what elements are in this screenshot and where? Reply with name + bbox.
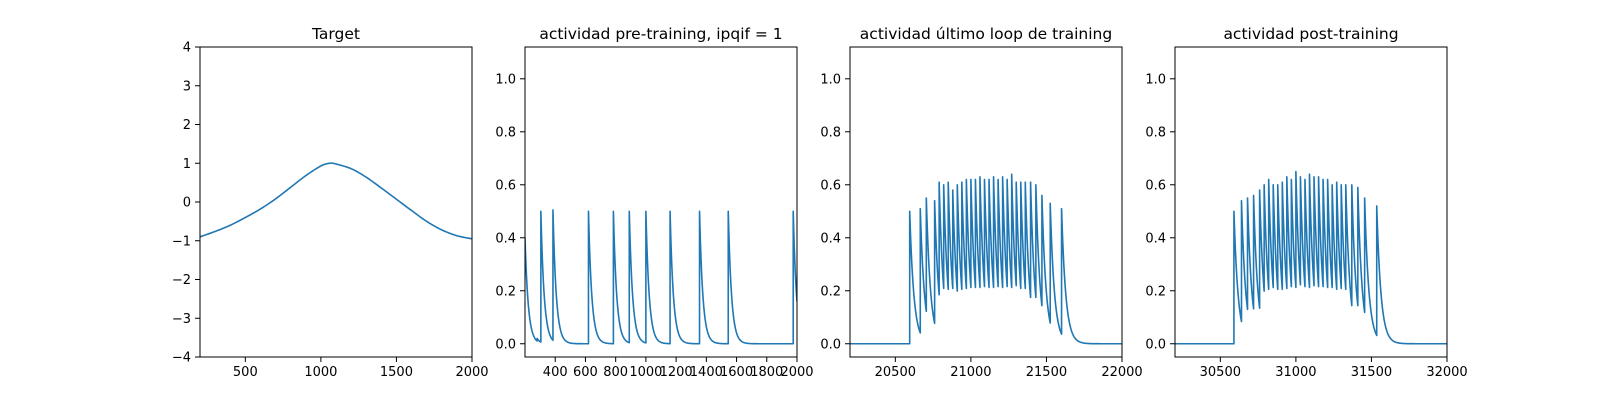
axes-frame [849,46,1123,358]
y-tick-label: 0.4 [820,231,841,246]
chart-title: actividad último loop de training [860,25,1112,43]
x-tick-label: 600 [573,365,598,380]
y-tick-label: 1.0 [1145,72,1166,87]
y-tick-label: 1 [183,157,191,172]
x-tick-label: 31500 [1351,365,1392,380]
y-tick-label: 4 [183,41,191,56]
series-line [1175,170,1447,345]
x-tick-label: 1200 [660,365,693,380]
y-tick-label: 0.0 [495,337,516,352]
y-tick-label: −4 [172,351,191,366]
chart-title: Target [311,25,360,43]
x-tick-label: 30500 [1200,365,1241,380]
y-tick-label: 0.6 [820,178,841,193]
y-tick-label: 0.8 [820,125,841,140]
x-tick-label: 1800 [750,365,783,380]
y-tick-label: −1 [172,234,191,249]
x-tick-label: 1400 [690,365,723,380]
chart-title: actividad pre-training, ipqif = 1 [539,25,782,43]
x-tick-label: 400 [543,365,568,380]
y-tick-label: 3 [183,79,191,94]
y-tick-label: 1.0 [820,72,841,87]
y-tick-label: 0.0 [820,337,841,352]
x-tick-label: 500 [233,365,258,380]
x-tick-label: 1500 [380,365,413,380]
chart-title: actividad post-training [1223,25,1398,43]
y-tick-label: 1.0 [495,72,516,87]
y-tick-label: −2 [172,273,191,288]
series-line [850,173,1122,345]
x-tick-label: 2000 [780,365,813,380]
y-tick-label: 0.6 [1145,178,1166,193]
x-tick-label: 1000 [629,365,662,380]
y-tick-label: 0.8 [1145,125,1166,140]
subplot-post-training: actividad post-training 30500 31000 31500 3… [1145,25,1467,380]
y-tick-label: 2 [183,118,191,133]
x-tick-label: 21000 [950,365,991,380]
x-tick-label: 1600 [720,365,753,380]
axes-frame [1174,46,1448,358]
y-tick-label: 0.2 [820,284,841,299]
y-tick-label: −3 [172,312,191,327]
x-tick-label: 800 [603,365,628,380]
x-tick-label: 21500 [1026,365,1067,380]
x-tick-label: 1000 [304,365,337,380]
y-tick-label: 0.4 [1145,231,1166,246]
subplot-target: Target 500 1000 1500 2000 −4 −3 −2 −1 0 1 2 3 4 [172,25,489,380]
x-tick-label: 22000 [1101,365,1142,380]
x-tick-label: 31000 [1275,365,1316,380]
y-tick-label: 0.8 [495,125,516,140]
series-line [525,209,797,345]
y-tick-label: 0 [183,196,191,211]
x-tick-label: 20500 [875,365,916,380]
x-tick-label: 2000 [455,365,488,380]
x-tick-label: 32000 [1426,365,1467,380]
subplot-last-training-loop: actividad último loop de training 20500 2… [820,25,1142,380]
subplot-pre-training: actividad pre-training, ipqif = 1 400 600… [495,25,813,380]
series-line [200,162,472,240]
y-tick-label: 0.2 [495,284,516,299]
y-tick-label: 0.2 [1145,284,1166,299]
y-tick-label: 0.4 [495,231,516,246]
axes-frame [524,46,798,358]
y-tick-label: 0.0 [1145,337,1166,352]
y-tick-label: 0.6 [495,178,516,193]
